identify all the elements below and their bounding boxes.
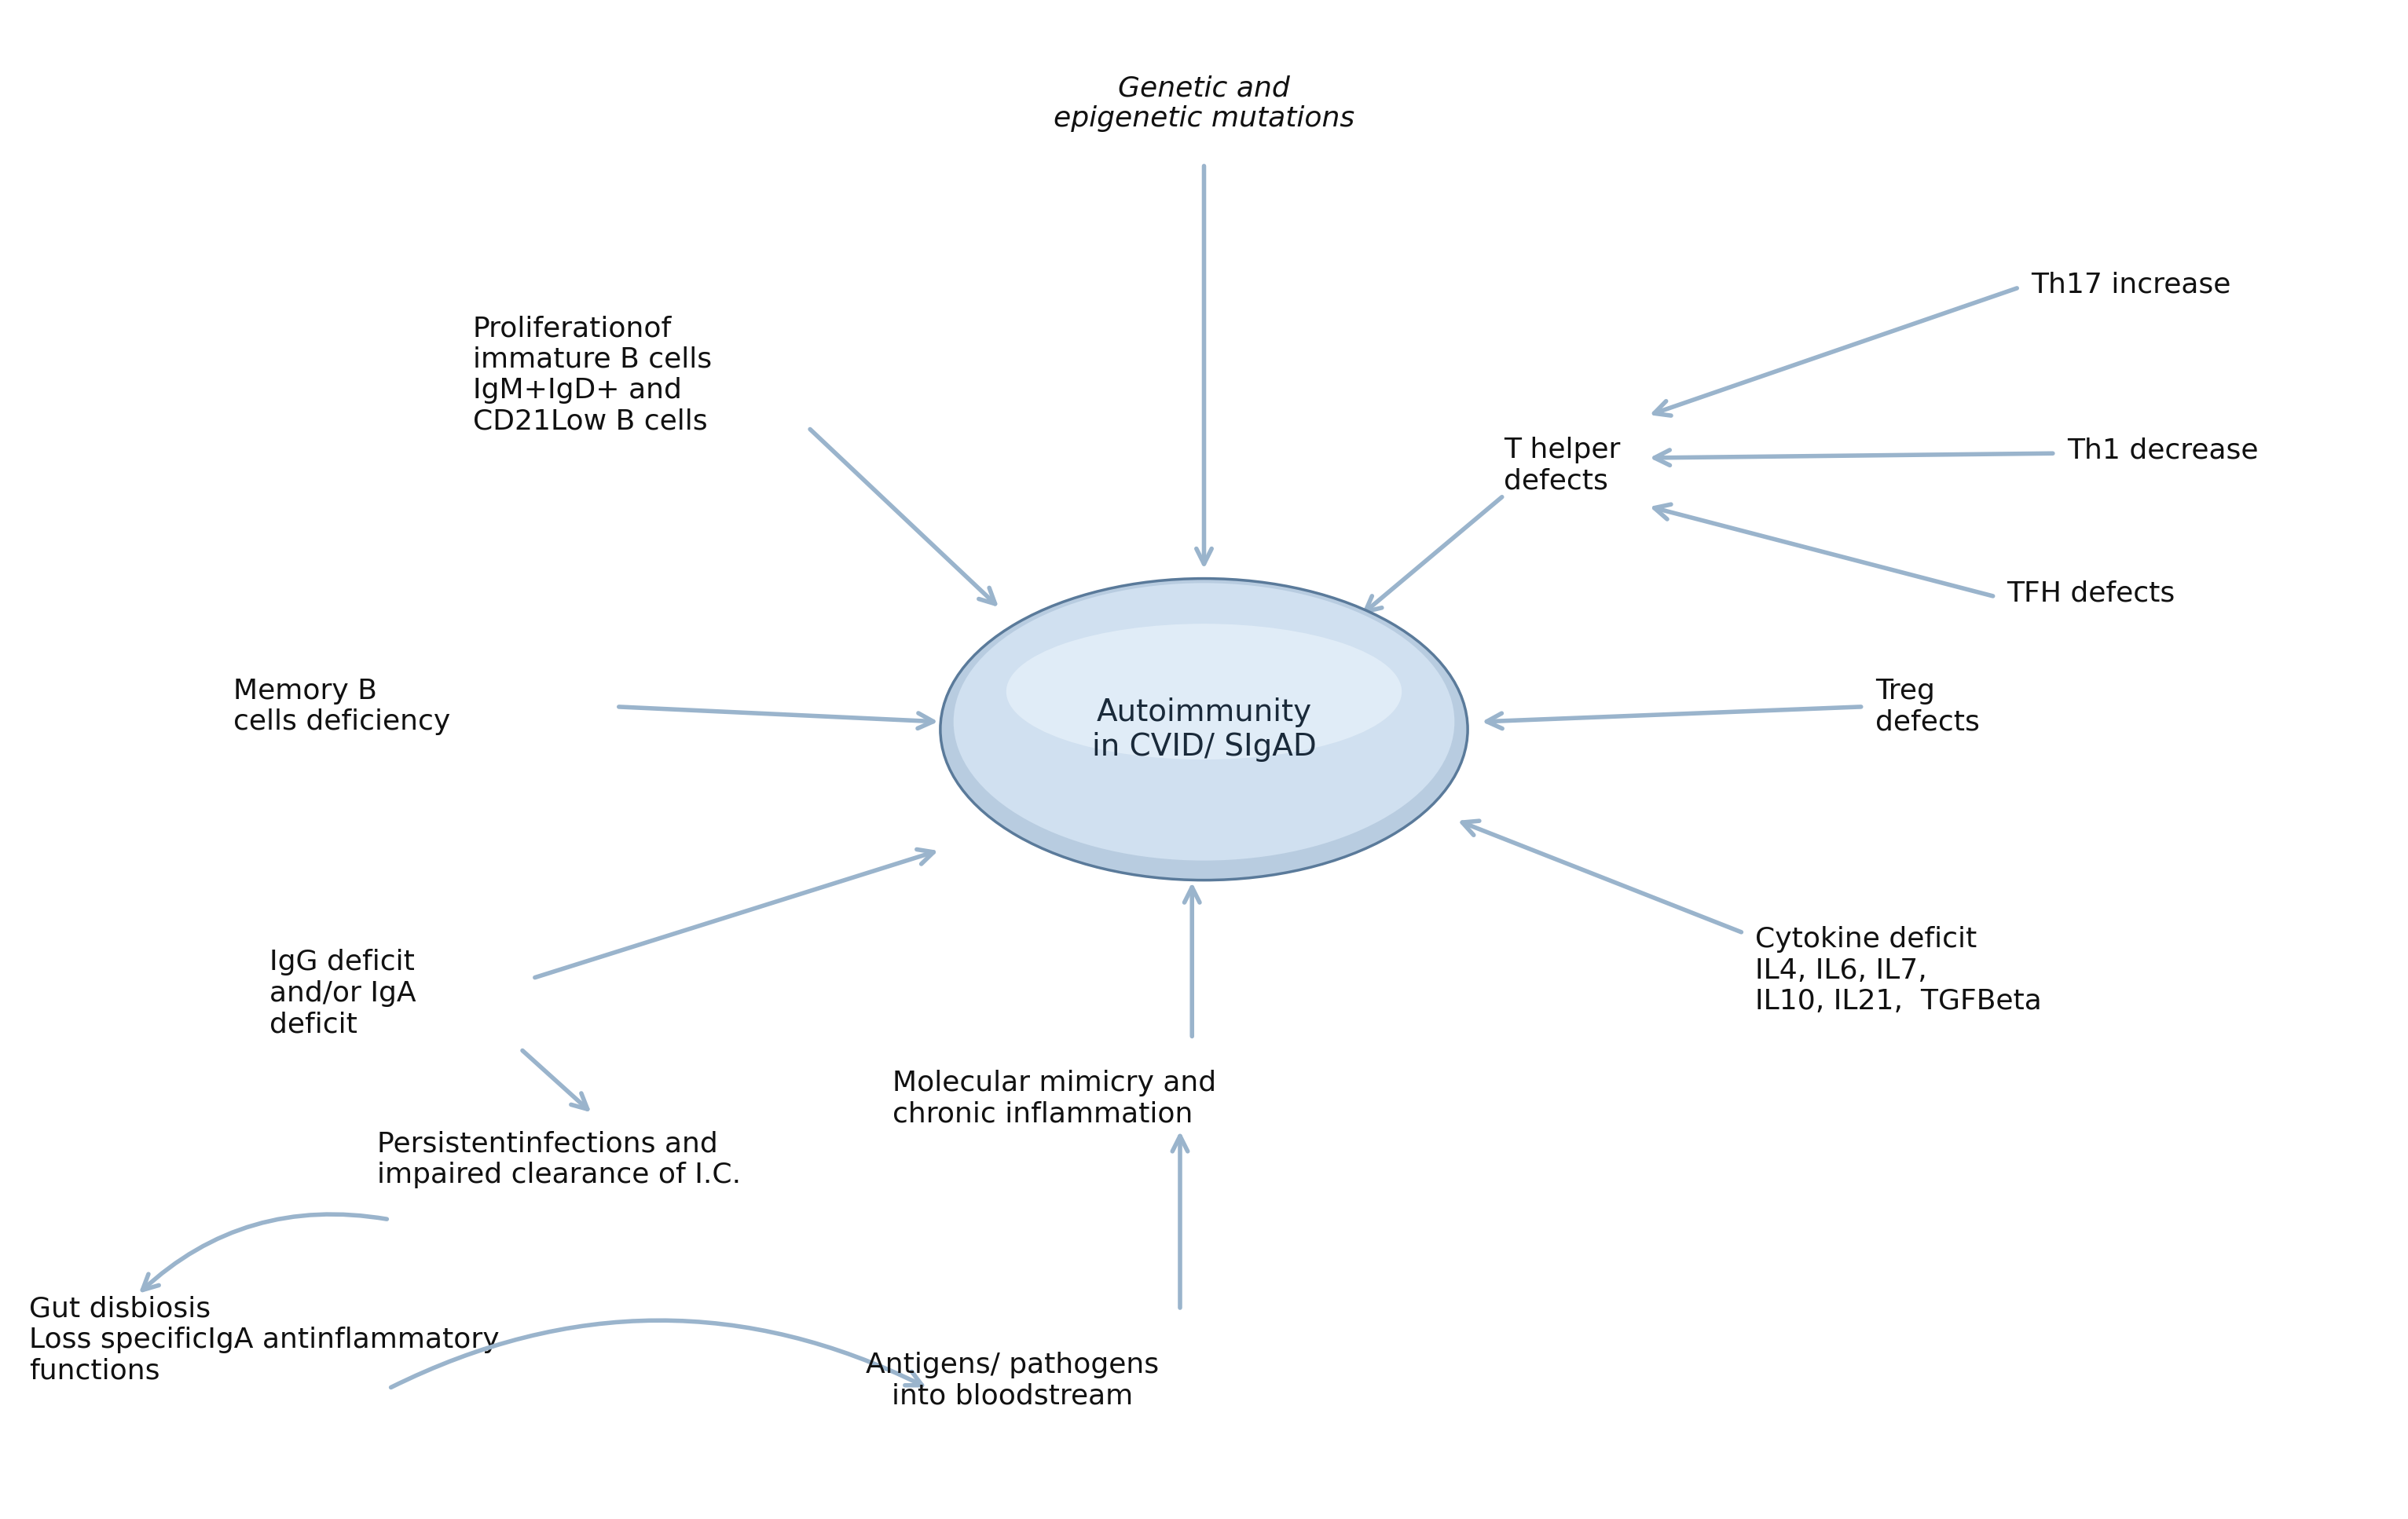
FancyArrowPatch shape (1654, 450, 2052, 465)
FancyArrowPatch shape (1185, 887, 1199, 1036)
FancyArrowPatch shape (390, 1320, 922, 1387)
Text: TFH defects: TFH defects (2006, 580, 2174, 608)
Text: Persistentinfections and
impaired clearance of I.C.: Persistentinfections and impaired cleara… (378, 1130, 742, 1188)
FancyArrowPatch shape (142, 1214, 388, 1290)
FancyArrowPatch shape (1654, 504, 1994, 595)
FancyArrowPatch shape (535, 849, 934, 978)
FancyArrowPatch shape (619, 706, 934, 729)
FancyArrowPatch shape (1365, 497, 1503, 612)
Text: IgG deficit
and/or IgA
deficit: IgG deficit and/or IgA deficit (270, 949, 417, 1037)
Text: Proliferationof
immature B cells
IgM+IgD+ and
CD21Low B cells: Proliferationof immature B cells IgM+IgD… (472, 314, 713, 434)
Text: T helper
defects: T helper defects (1503, 436, 1621, 494)
FancyArrowPatch shape (1462, 820, 1741, 933)
FancyArrowPatch shape (1173, 1136, 1187, 1308)
Text: Treg
defects: Treg defects (1876, 677, 1979, 735)
FancyArrowPatch shape (1197, 166, 1211, 564)
Text: Molecular mimicry and
chronic inflammation: Molecular mimicry and chronic inflammati… (893, 1069, 1216, 1127)
Ellipse shape (939, 579, 1469, 880)
Text: Genetic and
epigenetic mutations: Genetic and epigenetic mutations (1052, 74, 1356, 132)
Text: Gut disbiosis
Loss specificIgA antinflammatory
functions: Gut disbiosis Loss specificIgA antinflam… (29, 1296, 501, 1384)
Text: Cytokine deficit
IL4, IL6, IL7,
IL10, IL21,  TGFBeta: Cytokine deficit IL4, IL6, IL7, IL10, IL… (1755, 927, 2042, 1015)
Ellipse shape (1007, 624, 1401, 760)
Text: Antigens/ pathogens
into bloodstream: Antigens/ pathogens into bloodstream (864, 1352, 1158, 1410)
FancyArrowPatch shape (523, 1051, 588, 1109)
Text: Memory B
cells deficiency: Memory B cells deficiency (234, 677, 450, 735)
Text: Th17 increase: Th17 increase (2030, 270, 2230, 298)
Text: Th1 decrease: Th1 decrease (2066, 437, 2259, 463)
Text: Autoimmunity
in CVID/ SIgAD: Autoimmunity in CVID/ SIgAD (1091, 697, 1317, 761)
FancyArrowPatch shape (1486, 706, 1861, 729)
FancyArrowPatch shape (809, 430, 995, 605)
FancyArrowPatch shape (1654, 289, 2018, 416)
Ellipse shape (954, 583, 1454, 861)
